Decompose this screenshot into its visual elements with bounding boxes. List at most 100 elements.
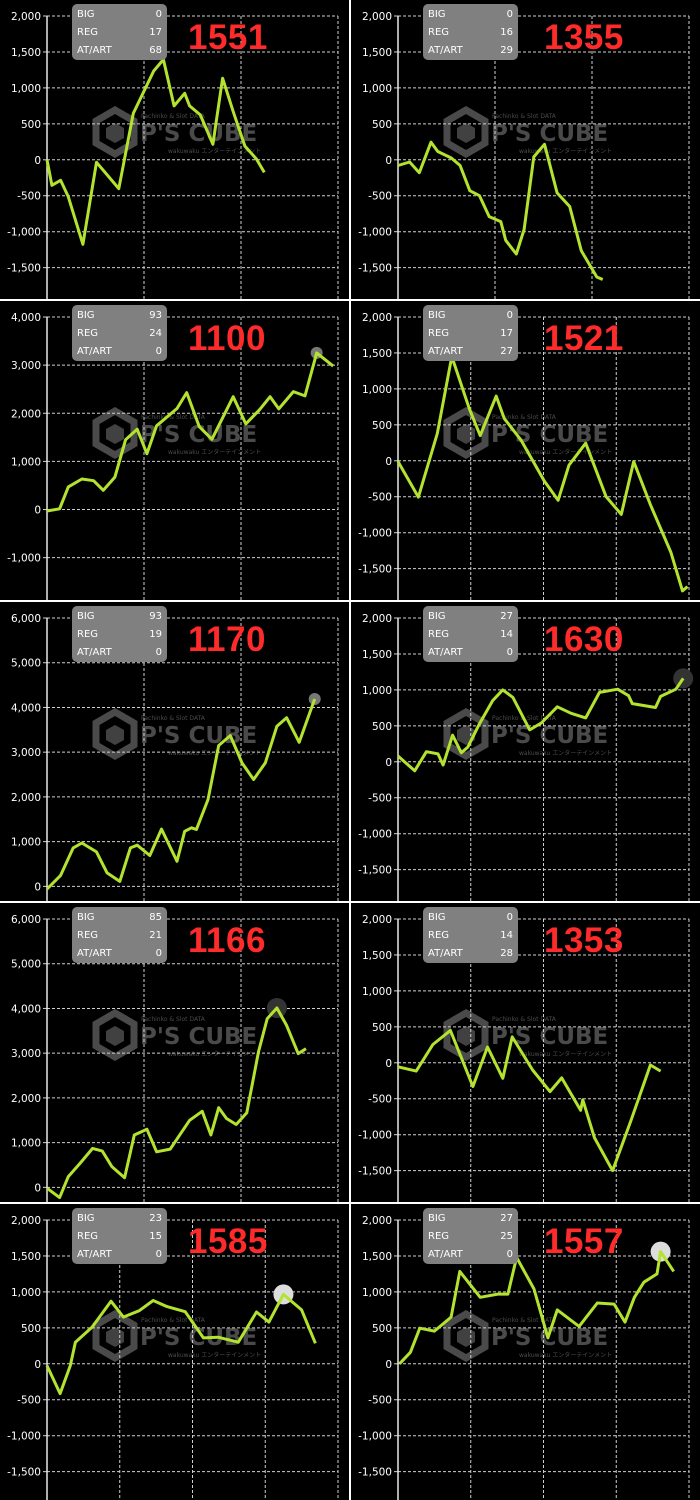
- y-tick-label: 4,000: [11, 702, 41, 714]
- chart-panel-1585: Pachinko & Slot DATA P'S CUBE wakuwaku エンタ…: [0, 1204, 349, 1500]
- y-tick-label: -500: [368, 1395, 392, 1407]
- stat-row-at-art: AT/ART 0: [77, 1247, 162, 1261]
- watermark-bottom-text: wakuwaku エンターテインメント: [519, 749, 612, 757]
- stats-box: BIG 27 REG 25 AT/ART 0: [423, 1208, 518, 1264]
- y-tick-label: -1,000: [358, 227, 392, 239]
- stat-label: BIG: [77, 1212, 95, 1224]
- watermark-bottom-text: wakuwaku エンターテインメント: [168, 749, 261, 757]
- stat-row-reg: REG 19: [77, 627, 162, 641]
- y-tick-label: 1,500: [362, 950, 392, 962]
- stat-value: 0: [155, 8, 162, 20]
- watermark-top-text: Pachinko & Slot DATA: [492, 113, 557, 120]
- stat-row-big: BIG 85: [77, 910, 162, 924]
- y-tick-label: 5,000: [11, 959, 41, 971]
- stat-value: 0: [506, 911, 513, 923]
- cube-inner-icon: [457, 424, 475, 444]
- machine-number: 1353: [544, 921, 624, 960]
- cube-inner-icon: [457, 1327, 475, 1347]
- stat-row-reg: REG 17: [428, 326, 513, 340]
- y-tick-label: -1,000: [7, 553, 41, 565]
- stats-box: BIG 85 REG 21 AT/ART 0: [72, 907, 167, 963]
- y-tick-label: 2,000: [11, 1215, 41, 1227]
- cube-inner-icon: [106, 1026, 124, 1046]
- stat-row-big: BIG 93: [77, 609, 162, 623]
- stats-box: BIG 23 REG 15 AT/ART 0: [72, 1208, 167, 1264]
- stat-value: 85: [149, 911, 162, 923]
- stat-label: AT/ART: [77, 345, 112, 357]
- stat-value: 27: [500, 1212, 513, 1224]
- y-tick-label: -1,000: [358, 829, 392, 841]
- stat-label: BIG: [428, 1212, 446, 1224]
- stat-value: 93: [149, 610, 162, 622]
- watermark-top-text: Pachinko & Slot DATA: [141, 414, 206, 421]
- stats-box: BIG 93 REG 19 AT/ART 0: [72, 606, 167, 662]
- stat-value: 0: [155, 345, 162, 357]
- y-tick-label: -1,500: [7, 1467, 41, 1479]
- y-tick-label: 0: [34, 505, 41, 517]
- watermark-bottom-text: wakuwaku エンターテインメント: [168, 448, 261, 456]
- y-tick-label: -1,000: [358, 1130, 392, 1142]
- machine-number: 1557: [544, 1222, 624, 1261]
- stat-value: 68: [149, 44, 162, 56]
- stat-row-at-art: AT/ART 29: [428, 43, 513, 57]
- stat-row-reg: REG 17: [77, 25, 162, 39]
- y-tick-label: 500: [372, 721, 392, 733]
- cube-logo-icon: [443, 1309, 489, 1363]
- y-tick-label: 0: [34, 1359, 41, 1371]
- watermark-top-text: Pachinko & Slot DATA: [141, 1016, 206, 1023]
- machine-number: 1585: [188, 1222, 268, 1261]
- y-tick-label: 500: [372, 420, 392, 432]
- watermark-bottom-text: wakuwaku エンターテインメント: [519, 1351, 612, 1359]
- watermark-top-text: Pachinko & Slot DATA: [141, 715, 206, 722]
- stat-label: BIG: [77, 610, 95, 622]
- cube-logo-icon: [92, 1008, 138, 1062]
- chart-panel-1353: Pachinko & Slot DATA P'S CUBE wakuwaku エンタ…: [351, 903, 700, 1202]
- y-tick-label: -500: [17, 1395, 41, 1407]
- stat-row-big: BIG 93: [77, 308, 162, 322]
- cube-logo-icon: [443, 707, 489, 761]
- y-tick-label: 1,500: [11, 1251, 41, 1263]
- y-tick-label: 5,000: [11, 658, 41, 670]
- cube-inner-icon: [106, 123, 124, 143]
- watermark-brand-text: P'S CUBE: [491, 723, 608, 749]
- stat-label: BIG: [428, 911, 446, 923]
- chart-panel-1557: Pachinko & Slot DATA P'S CUBE wakuwaku エンタ…: [351, 1204, 700, 1500]
- y-tick-label: 2,000: [362, 312, 392, 324]
- watermark-top-text: Pachinko & Slot DATA: [492, 1016, 557, 1023]
- chart-panel-1100: Pachinko & Slot DATA P'S CUBE wakuwaku エンタ…: [0, 301, 349, 600]
- stat-value: 27: [500, 345, 513, 357]
- chart-panel-1551: Pachinko & Slot DATA P'S CUBE wakuwaku エンタ…: [0, 0, 349, 299]
- stat-value: 0: [155, 947, 162, 959]
- y-tick-label: 2,000: [362, 613, 392, 625]
- stat-row-reg: REG 24: [77, 326, 162, 340]
- stat-label: REG: [77, 26, 99, 38]
- stat-value: 19: [149, 628, 162, 640]
- y-tick-label: 1,000: [362, 83, 392, 95]
- stat-label: AT/ART: [77, 947, 112, 959]
- stat-value: 14: [500, 628, 513, 640]
- stat-label: AT/ART: [77, 1248, 112, 1260]
- y-tick-label: 0: [34, 1182, 41, 1194]
- y-tick-label: 6,000: [11, 613, 41, 625]
- machine-number: 1521: [544, 319, 624, 358]
- y-tick-label: 1,500: [362, 348, 392, 360]
- series-line: [397, 140, 604, 281]
- y-tick-label: -1,500: [358, 865, 392, 877]
- stat-row-big: BIG 0: [428, 910, 513, 924]
- stat-label: AT/ART: [77, 44, 112, 56]
- watermark-top-text: Pachinko & Slot DATA: [492, 1317, 557, 1324]
- watermark-bottom-text: wakuwaku エンターテインメント: [168, 147, 261, 155]
- stat-row-reg: REG 16: [428, 25, 513, 39]
- y-tick-label: 3,000: [11, 747, 41, 759]
- y-tick-label: -1,500: [358, 263, 392, 275]
- stat-value: 25: [500, 1230, 513, 1242]
- series-line: [397, 1028, 662, 1173]
